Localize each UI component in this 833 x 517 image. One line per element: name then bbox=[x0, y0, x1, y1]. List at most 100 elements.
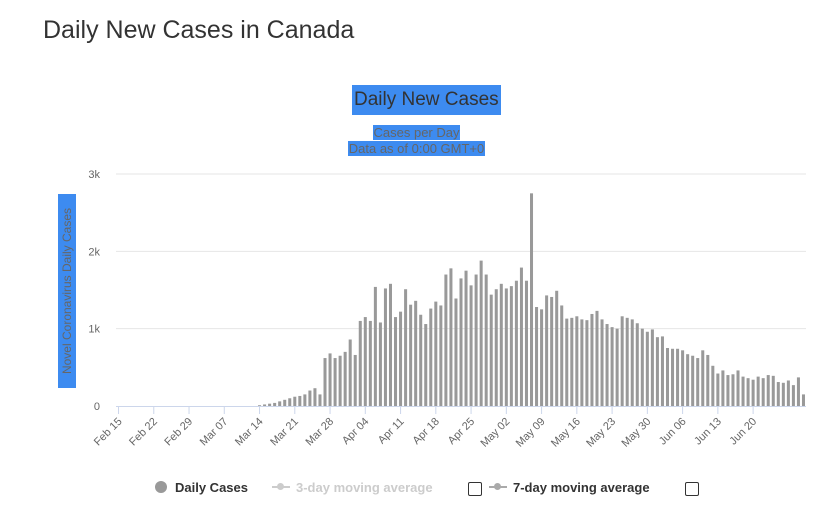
bar bbox=[751, 379, 755, 406]
bar bbox=[338, 355, 342, 406]
bar bbox=[509, 286, 513, 406]
bar bbox=[696, 358, 700, 406]
bar bbox=[303, 394, 307, 406]
bar bbox=[645, 331, 649, 406]
bar bbox=[610, 327, 614, 406]
bar bbox=[706, 354, 710, 406]
bar bbox=[308, 390, 312, 406]
bar bbox=[681, 350, 685, 406]
bar bbox=[686, 354, 690, 406]
bar bbox=[635, 323, 639, 406]
bar bbox=[363, 317, 367, 406]
legend-daily-cases[interactable]: Daily Cases bbox=[155, 478, 248, 498]
x-tick-label: Mar 28 bbox=[303, 416, 336, 449]
bar bbox=[378, 322, 382, 406]
y-axis-title: Novel Coronavirus Daily Cases bbox=[58, 194, 76, 388]
bar bbox=[494, 289, 498, 406]
bar bbox=[514, 280, 518, 406]
x-tick-label: Feb 29 bbox=[162, 416, 195, 449]
bar bbox=[620, 316, 624, 406]
bar bbox=[630, 319, 634, 406]
x-tick-label: Feb 15 bbox=[92, 416, 125, 449]
line-marker-icon bbox=[489, 481, 507, 493]
bar bbox=[424, 324, 428, 406]
bar bbox=[499, 283, 503, 406]
bar bbox=[565, 318, 569, 406]
bar bbox=[263, 404, 267, 406]
bar bbox=[454, 298, 458, 406]
bar bbox=[419, 314, 423, 406]
bar bbox=[711, 365, 715, 406]
bar bbox=[404, 289, 408, 406]
bar bbox=[479, 260, 483, 406]
y-tick-labels: 0 1k 2k 3k bbox=[88, 169, 100, 413]
bar bbox=[605, 324, 609, 406]
bar bbox=[298, 395, 302, 406]
bar bbox=[761, 378, 765, 406]
bar bbox=[671, 348, 675, 406]
bar bbox=[394, 317, 398, 406]
bar bbox=[373, 286, 377, 406]
legend-3-day-average-label: 3-day moving average bbox=[296, 480, 433, 495]
x-tick-label: Mar 21 bbox=[268, 416, 301, 449]
bar bbox=[313, 388, 317, 406]
bar bbox=[368, 320, 372, 406]
bar bbox=[530, 193, 534, 406]
bar bbox=[716, 373, 720, 406]
bar bbox=[766, 375, 770, 406]
bar bbox=[550, 296, 554, 406]
x-tick-label: May 30 bbox=[619, 416, 653, 450]
x-tick-label: Jun 20 bbox=[727, 416, 759, 448]
bar bbox=[676, 348, 680, 406]
bar bbox=[535, 307, 539, 406]
bar bbox=[318, 394, 322, 406]
bar bbox=[323, 358, 327, 406]
legend-7-day-average[interactable]: 7-day moving average bbox=[489, 478, 650, 498]
bar bbox=[570, 317, 574, 406]
bar bbox=[585, 320, 589, 406]
bar bbox=[665, 348, 670, 406]
bar bbox=[545, 295, 549, 406]
bar bbox=[771, 375, 775, 406]
bar bbox=[741, 376, 745, 406]
bar bbox=[560, 305, 564, 406]
bar bbox=[464, 270, 468, 406]
bar bbox=[600, 319, 604, 406]
checkbox-3-day-average[interactable] bbox=[468, 482, 482, 496]
bar bbox=[801, 394, 805, 406]
bar bbox=[640, 328, 644, 406]
bar bbox=[444, 274, 448, 406]
bar bbox=[348, 339, 352, 406]
bar bbox=[524, 280, 528, 406]
bar bbox=[333, 358, 337, 406]
bar bbox=[489, 294, 493, 406]
legend-daily-cases-label: Daily Cases bbox=[175, 480, 248, 495]
bar bbox=[474, 274, 478, 406]
bar bbox=[746, 378, 750, 406]
x-tick-label: May 23 bbox=[584, 416, 618, 450]
bar bbox=[580, 319, 584, 406]
bar bbox=[409, 304, 413, 406]
x-tick-label: May 02 bbox=[478, 416, 512, 450]
bar bbox=[383, 288, 387, 406]
bar bbox=[691, 355, 695, 406]
bar bbox=[439, 305, 443, 406]
checkbox-7-day-average[interactable] bbox=[685, 482, 699, 496]
bar bbox=[650, 329, 654, 406]
y-tick-label: 0 bbox=[94, 401, 100, 413]
bar bbox=[353, 354, 357, 406]
y-tick-label: 1k bbox=[88, 324, 100, 336]
x-tick-label: Jun 13 bbox=[692, 416, 724, 448]
bar bbox=[399, 311, 403, 406]
bar bbox=[343, 351, 347, 406]
chart-subtitle: Cases per Day Data as of 0:00 GMT+0 bbox=[0, 125, 833, 157]
circle-icon bbox=[155, 481, 167, 493]
bar bbox=[781, 382, 785, 406]
legend-7-day-average-label: 7-day moving average bbox=[513, 480, 650, 495]
x-tick-label: Jun 06 bbox=[657, 416, 689, 448]
x-tick-label: May 16 bbox=[549, 416, 583, 450]
bar bbox=[731, 374, 735, 406]
bar bbox=[575, 316, 579, 406]
legend-3-day-average[interactable]: 3-day moving average bbox=[272, 478, 433, 498]
